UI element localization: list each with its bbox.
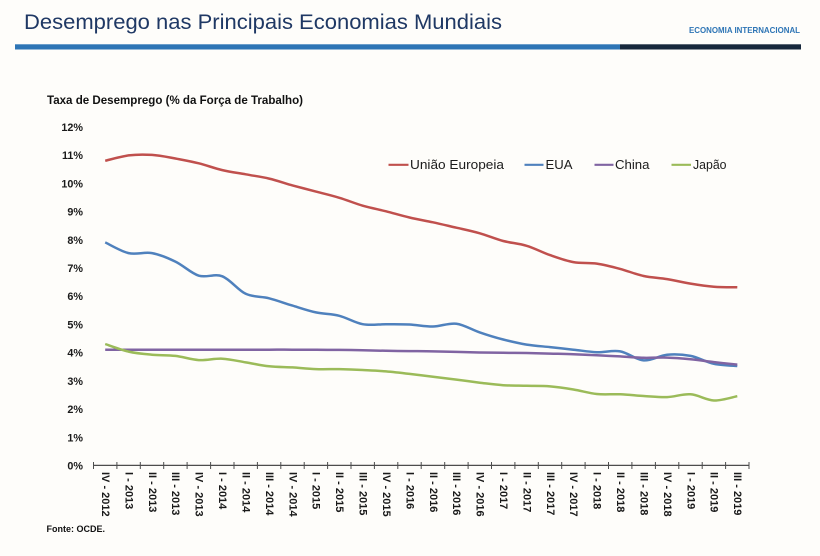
svg-text:IV - 2012: IV - 2012 xyxy=(99,472,111,517)
svg-text:12%: 12% xyxy=(61,122,83,134)
svg-text:China: China xyxy=(615,157,650,172)
svg-text:IV - 2016: IV - 2016 xyxy=(474,472,486,517)
svg-text:10%: 10% xyxy=(61,178,83,190)
svg-text:II - 2018: II - 2018 xyxy=(614,472,626,512)
svg-text:I - 2018: I - 2018 xyxy=(591,472,603,509)
svg-text:Desemprego nas Principais Econ: Desemprego nas Principais Economias Mund… xyxy=(24,11,502,34)
svg-text:II - 2019: II - 2019 xyxy=(708,472,720,512)
svg-text:I - 2015: I - 2015 xyxy=(310,472,322,509)
svg-text:Fonte: OCDE.: Fonte: OCDE. xyxy=(47,524,106,534)
svg-text:0%: 0% xyxy=(67,461,83,473)
svg-text:I - 2019: I - 2019 xyxy=(684,472,696,509)
svg-text:5%: 5% xyxy=(67,319,83,331)
svg-text:I - 2014: I - 2014 xyxy=(216,472,228,510)
svg-text:4%: 4% xyxy=(67,348,83,360)
svg-text:ECONOMIA INTERNACIONAL: ECONOMIA INTERNACIONAL xyxy=(689,25,800,35)
svg-text:7%: 7% xyxy=(67,263,83,275)
svg-text:2%: 2% xyxy=(67,404,83,416)
svg-text:IV - 2015: IV - 2015 xyxy=(380,472,392,517)
svg-text:II - 2014: II - 2014 xyxy=(240,472,252,513)
svg-text:Japão: Japão xyxy=(693,157,727,172)
svg-text:III - 2018: III - 2018 xyxy=(638,472,650,515)
svg-text:III - 2019: III - 2019 xyxy=(731,472,743,515)
svg-text:I - 2016: I - 2016 xyxy=(403,472,415,509)
svg-text:II - 2016: II - 2016 xyxy=(427,472,439,512)
svg-text:IV - 2013: IV - 2013 xyxy=(193,472,205,517)
svg-text:IV - 2014: IV - 2014 xyxy=(286,472,298,518)
svg-text:1%: 1% xyxy=(67,432,83,444)
svg-text:III - 2016: III - 2016 xyxy=(450,472,462,515)
svg-text:União Europeia: União Europeia xyxy=(410,157,505,172)
svg-text:6%: 6% xyxy=(67,291,83,303)
svg-text:III - 2013: III - 2013 xyxy=(169,472,181,515)
svg-text:8%: 8% xyxy=(67,235,83,247)
svg-text:II - 2015: II - 2015 xyxy=(333,472,345,512)
svg-text:IV - 2017: IV - 2017 xyxy=(567,472,579,517)
svg-text:9%: 9% xyxy=(67,207,83,219)
svg-text:I - 2017: I - 2017 xyxy=(497,472,509,509)
svg-text:III - 2014: III - 2014 xyxy=(263,472,275,516)
svg-text:II - 2013: II - 2013 xyxy=(146,472,158,512)
svg-text:III - 2015: III - 2015 xyxy=(357,472,369,515)
svg-text:Taxa de Desemprego (% da Força: Taxa de Desemprego (% da Força de Trabal… xyxy=(47,93,303,107)
svg-text:III - 2017: III - 2017 xyxy=(544,472,556,515)
svg-text:I - 2013: I - 2013 xyxy=(122,472,134,509)
svg-text:3%: 3% xyxy=(67,376,83,388)
svg-text:EUA: EUA xyxy=(546,157,573,172)
svg-text:IV - 2018: IV - 2018 xyxy=(661,472,673,517)
svg-text:II - 2017: II - 2017 xyxy=(520,472,532,512)
svg-text:11%: 11% xyxy=(62,150,83,162)
